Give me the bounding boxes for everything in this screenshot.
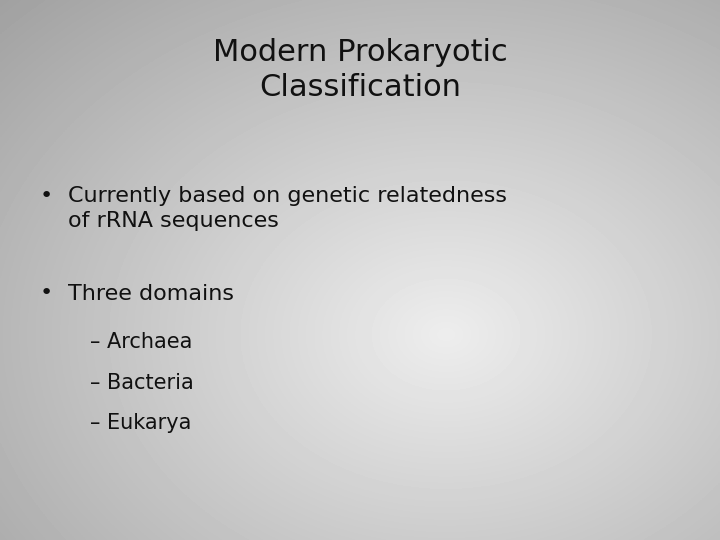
Text: Currently based on genetic relatedness
of rRNA sequences: Currently based on genetic relatedness o… xyxy=(68,186,508,231)
Text: Modern Prokaryotic
Classification: Modern Prokaryotic Classification xyxy=(212,38,508,102)
Text: – Bacteria: – Bacteria xyxy=(90,373,194,393)
Text: Three domains: Three domains xyxy=(68,284,235,303)
Text: •: • xyxy=(40,186,53,206)
Text: – Eukarya: – Eukarya xyxy=(90,413,192,433)
Text: – Archaea: – Archaea xyxy=(90,332,192,352)
Text: •: • xyxy=(40,284,53,303)
